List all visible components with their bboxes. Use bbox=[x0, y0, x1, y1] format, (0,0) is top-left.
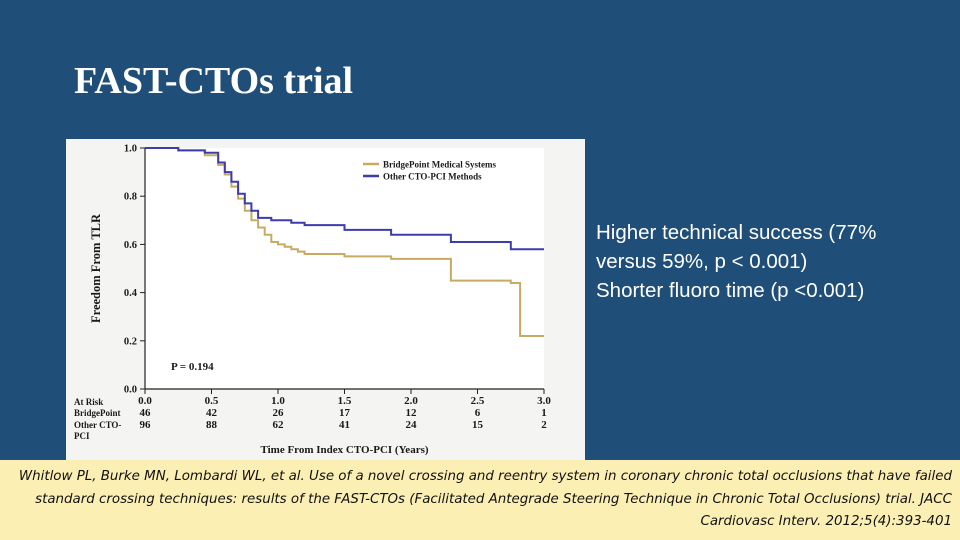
at-risk-value: 26 bbox=[273, 407, 285, 419]
y-tick-label: 0.8 bbox=[124, 192, 137, 203]
finding-technical-success: Higher technical success (77% versus 59%… bbox=[596, 221, 877, 273]
x-tick-label: 2.5 bbox=[471, 395, 485, 407]
x-tick-label: 2.0 bbox=[404, 395, 418, 407]
at-risk-value: 42 bbox=[206, 407, 218, 419]
citation-box: Whitlow PL, Burke MN, Lombardi WL, et al… bbox=[0, 460, 960, 540]
plot-area bbox=[145, 148, 544, 389]
x-tick-label: 1.0 bbox=[271, 395, 285, 407]
slide-title: FAST-CTOs trial bbox=[74, 60, 354, 102]
at-risk-row-label: BridgePoint bbox=[74, 408, 121, 418]
at-risk-value: 17 bbox=[339, 407, 351, 419]
y-tick-label: 0.6 bbox=[124, 240, 137, 251]
y-tick-label: 0.2 bbox=[124, 336, 137, 347]
x-tick-label: 3.0 bbox=[537, 395, 551, 407]
p-value-annotation: P = 0.194 bbox=[171, 361, 214, 373]
at-risk-value: 62 bbox=[273, 419, 285, 431]
at-risk-value: 88 bbox=[206, 419, 218, 431]
legend-label: BridgePoint Medical Systems bbox=[383, 160, 496, 170]
x-tick-label: 0.5 bbox=[205, 395, 219, 407]
km-chart-panel: 0.0 0.2 0.4 0.6 0.8 1.0 0.0 0.5 1.0 1.5 2.0 2.5 3.0 B… bbox=[66, 139, 585, 460]
x-axis-label: Time From Index CTO-PCI (Years) bbox=[260, 444, 428, 456]
y-tick-label: 0.0 bbox=[124, 385, 137, 396]
at-risk-value: 41 bbox=[339, 419, 350, 431]
at-risk-value: 6 bbox=[475, 407, 481, 419]
x-tick-label: 1.5 bbox=[338, 395, 352, 407]
x-tick-label: 0.0 bbox=[138, 395, 152, 407]
at-risk-value: 12 bbox=[406, 407, 418, 419]
y-tick-label: 1.0 bbox=[124, 144, 137, 155]
at-risk-value: 1 bbox=[541, 407, 547, 419]
legend-label: Other CTO-PCI Methods bbox=[383, 172, 482, 182]
at-risk-value: 46 bbox=[140, 407, 152, 419]
at-risk-row-label: Other CTO- bbox=[74, 420, 121, 430]
citation-text: Whitlow PL, Burke MN, Lombardi WL, et al… bbox=[18, 469, 952, 529]
at-risk-value: 24 bbox=[406, 419, 418, 431]
km-chart: 0.0 0.2 0.4 0.6 0.8 1.0 0.0 0.5 1.0 1.5 2.0 2.5 3.0 B… bbox=[74, 144, 551, 457]
y-tick-label: 0.4 bbox=[124, 288, 138, 299]
at-risk-value: 2 bbox=[541, 419, 547, 431]
series-line-other-cto-pci bbox=[145, 147, 544, 251]
at-risk-header: At Risk bbox=[74, 397, 103, 407]
findings-text: Higher technical success (77% versus 59%… bbox=[596, 218, 896, 305]
finding-fluoro-time: Shorter fluoro time (p <0.001) bbox=[596, 279, 865, 302]
y-axis-label: Freedom From TLR bbox=[89, 213, 103, 323]
at-risk-value: 15 bbox=[472, 419, 484, 431]
at-risk-value: 96 bbox=[140, 419, 152, 431]
at-risk-row-label: PCI bbox=[74, 431, 90, 441]
